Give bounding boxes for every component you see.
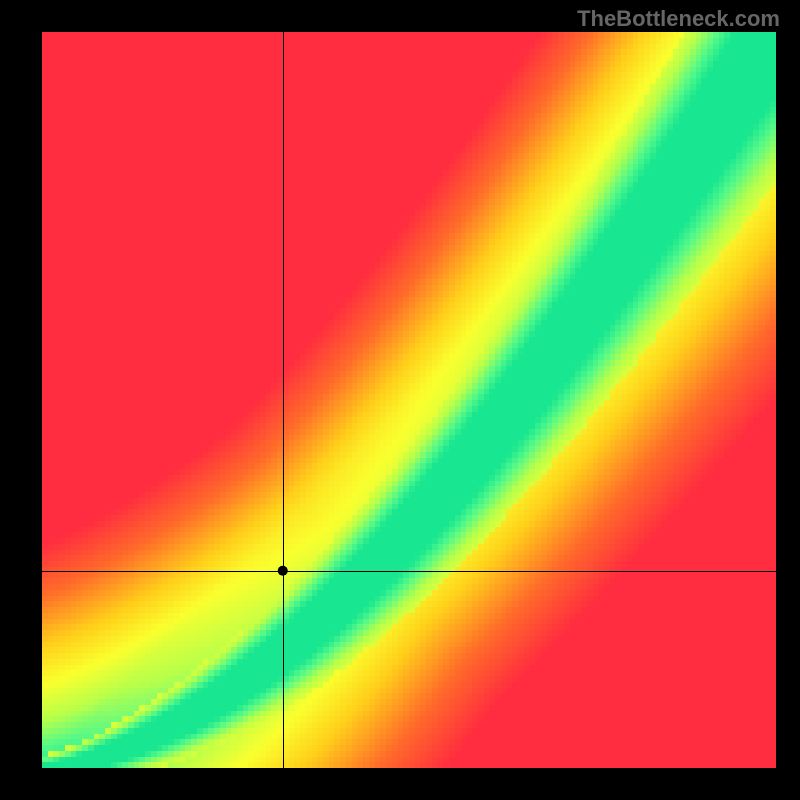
bottleneck-heatmap: [0, 0, 800, 800]
watermark-text: TheBottleneck.com: [577, 6, 780, 32]
